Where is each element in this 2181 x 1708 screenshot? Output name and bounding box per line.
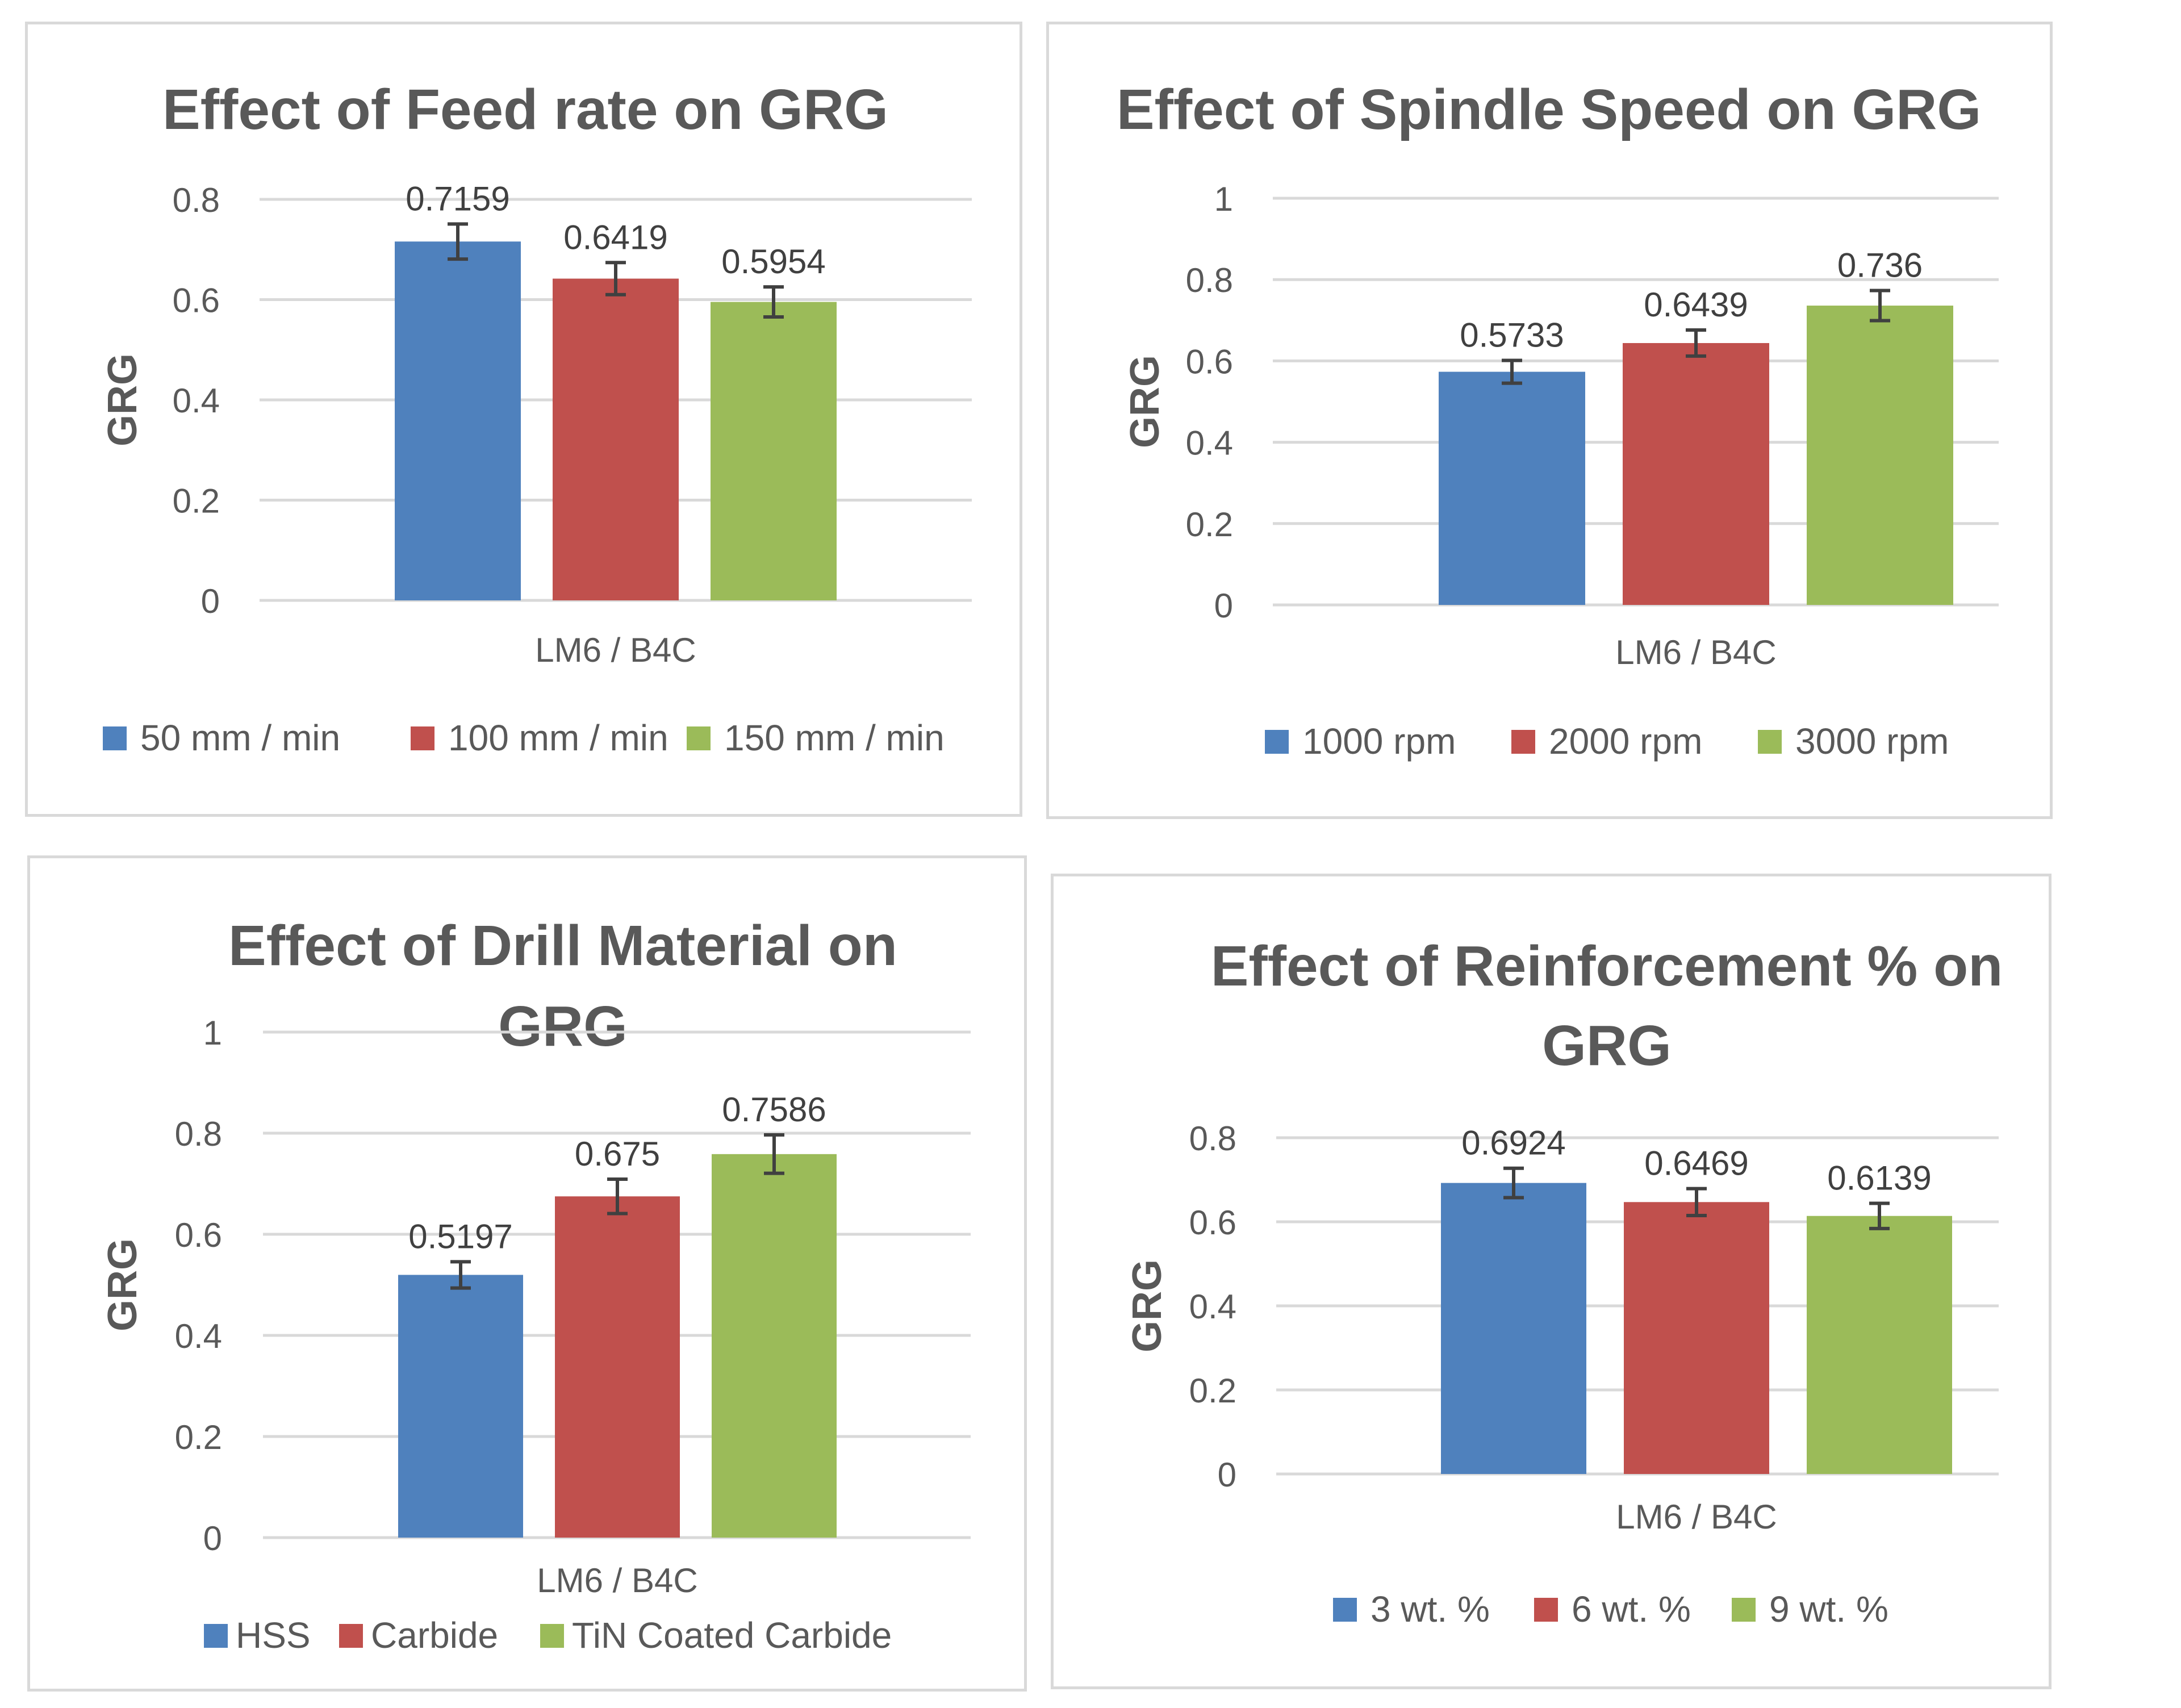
bar-100-mm-min	[553, 278, 679, 600]
chart-panel-feed-rate: Effect of Feed rate on GRG 0 0.2 0.4 0.6 0.8 G…	[25, 22, 1022, 817]
legend-label: HSS	[236, 1615, 311, 1656]
chart-panel-spindle-speed: Effect of Spindle Speed on GRG 0 0.2 0.4 0.6…	[1046, 22, 2053, 819]
y-tick-label: 0.6	[1189, 1204, 1236, 1242]
spindle-speed-chart: Effect of Spindle Speed on GRG 0 0.2 0.4 0.6…	[1117, 78, 1999, 762]
legend-swatch	[1333, 1598, 1357, 1622]
bar-tin-coated-carbide	[712, 1154, 837, 1538]
data-label: 0.6419	[563, 218, 668, 256]
y-tick-label: 0	[201, 582, 220, 620]
x-category-label: LM6 / B4C	[535, 631, 696, 669]
chart-panel-drill-material: Effect of Drill Material on GRG 0 0.2 0.4 0.6…	[27, 855, 1027, 1692]
y-tick-label: 0.6	[1186, 343, 1233, 381]
chart-title: GRG	[498, 995, 628, 1058]
legend-swatch	[1732, 1598, 1756, 1622]
y-tick-label: 0.4	[1186, 424, 1233, 462]
y-axis-label: GRG	[100, 1238, 145, 1331]
y-tick-label: 0.2	[173, 482, 220, 520]
x-category-label: LM6 / B4C	[1615, 633, 1776, 671]
y-axis-label: GRG	[1122, 355, 1168, 448]
legend-label: 50 mm / min	[140, 717, 340, 758]
legend-swatch	[687, 726, 711, 750]
reinforcement-chart: Effect of Reinforcement % on GRG 0 0.2 0.4 0.…	[1125, 934, 2003, 1630]
chart-title: GRG	[1542, 1014, 1672, 1078]
data-label: 0.6139	[1827, 1159, 1932, 1197]
x-category-label: LM6 / B4C	[537, 1561, 697, 1600]
data-label: 0.6439	[1644, 286, 1748, 324]
legend-swatch	[1265, 730, 1289, 754]
y-axis-label: GRG	[1125, 1259, 1170, 1352]
y-tick-label: 0.8	[1189, 1120, 1236, 1158]
legend-swatch	[540, 1624, 564, 1648]
drill-material-chart: Effect of Drill Material on GRG 0 0.2 0.4 0.6…	[100, 914, 971, 1656]
y-tick-label: 0.4	[175, 1317, 222, 1355]
data-label: 0.7586	[722, 1091, 826, 1129]
bar-6-wt-	[1624, 1202, 1769, 1474]
data-label: 0.5954	[721, 243, 826, 281]
bar-9-wt-	[1807, 1216, 1952, 1474]
bar-1000-rpm	[1439, 371, 1585, 605]
y-tick-label: 0	[203, 1519, 222, 1557]
legend-label: 100 mm / min	[448, 717, 668, 758]
y-tick-label: 0.6	[173, 282, 220, 320]
y-tick-label: 0.4	[1189, 1288, 1236, 1326]
bar-hss	[398, 1275, 523, 1538]
y-tick-label: 0	[1214, 587, 1233, 625]
bar-3-wt-	[1441, 1183, 1586, 1474]
y-tick-label: 0.2	[175, 1418, 222, 1456]
bar-150-mm-min	[711, 302, 837, 600]
legend-swatch	[339, 1624, 363, 1648]
legend-swatch	[1758, 730, 1782, 754]
chart-title: Effect of Reinforcement % on	[1211, 934, 2003, 998]
legend-swatch	[1534, 1598, 1558, 1622]
y-tick-label: 0.2	[1186, 506, 1233, 544]
legend-swatch	[1511, 730, 1535, 754]
y-tick-label: 0.2	[1189, 1372, 1236, 1410]
legend-label: 150 mm / min	[724, 717, 945, 758]
x-category-label: LM6 / B4C	[1616, 1498, 1777, 1536]
legend-label: 2000 rpm	[1549, 721, 1702, 762]
y-tick-label: 0.4	[173, 382, 220, 420]
y-tick-label: 0.8	[173, 181, 220, 219]
legend-swatch	[204, 1624, 228, 1648]
data-label: 0.6924	[1461, 1124, 1566, 1162]
legend-label: 3 wt. %	[1371, 1589, 1490, 1630]
chart-title: Effect of Feed rate on GRG	[162, 78, 888, 141]
y-tick-label: 0.8	[1186, 261, 1233, 299]
bar-3000-rpm	[1807, 306, 1953, 605]
legend-label: 1000 rpm	[1302, 721, 1456, 762]
data-label: 0.736	[1837, 247, 1923, 285]
data-label: 0.5733	[1460, 316, 1564, 354]
data-label: 0.7159	[406, 179, 510, 218]
y-tick-label: 1	[203, 1014, 222, 1052]
bar-2000-rpm	[1623, 343, 1769, 605]
legend-label: Carbide	[371, 1615, 498, 1656]
chart-panel-reinforcement: Effect of Reinforcement % on GRG 0 0.2 0.4 0.…	[1051, 874, 2052, 1689]
data-label: 0.5197	[408, 1217, 513, 1255]
bar-carbide	[555, 1196, 680, 1538]
y-tick-label: 0	[1218, 1456, 1236, 1494]
y-tick-label: 0.8	[175, 1115, 222, 1153]
legend-label: 9 wt. %	[1769, 1589, 1888, 1630]
legend-label: 3000 rpm	[1795, 721, 1949, 762]
chart-title: Effect of Drill Material on	[228, 914, 897, 978]
feed-rate-chart: Effect of Feed rate on GRG 0 0.2 0.4 0.6 0.8 G…	[100, 78, 972, 758]
bar-50-mm-min	[395, 241, 521, 600]
y-tick-label: 1	[1214, 180, 1233, 218]
legend-swatch	[103, 726, 127, 750]
chart-title: Effect of Spindle Speed on GRG	[1117, 78, 1981, 141]
data-label: 0.6469	[1644, 1145, 1749, 1183]
y-axis-label: GRG	[100, 353, 145, 446]
data-label: 0.675	[575, 1135, 660, 1173]
y-tick-label: 0.6	[175, 1216, 222, 1254]
legend-label: TiN Coated Carbide	[572, 1615, 892, 1656]
legend-swatch	[411, 726, 434, 750]
legend-label: 6 wt. %	[1572, 1589, 1691, 1630]
